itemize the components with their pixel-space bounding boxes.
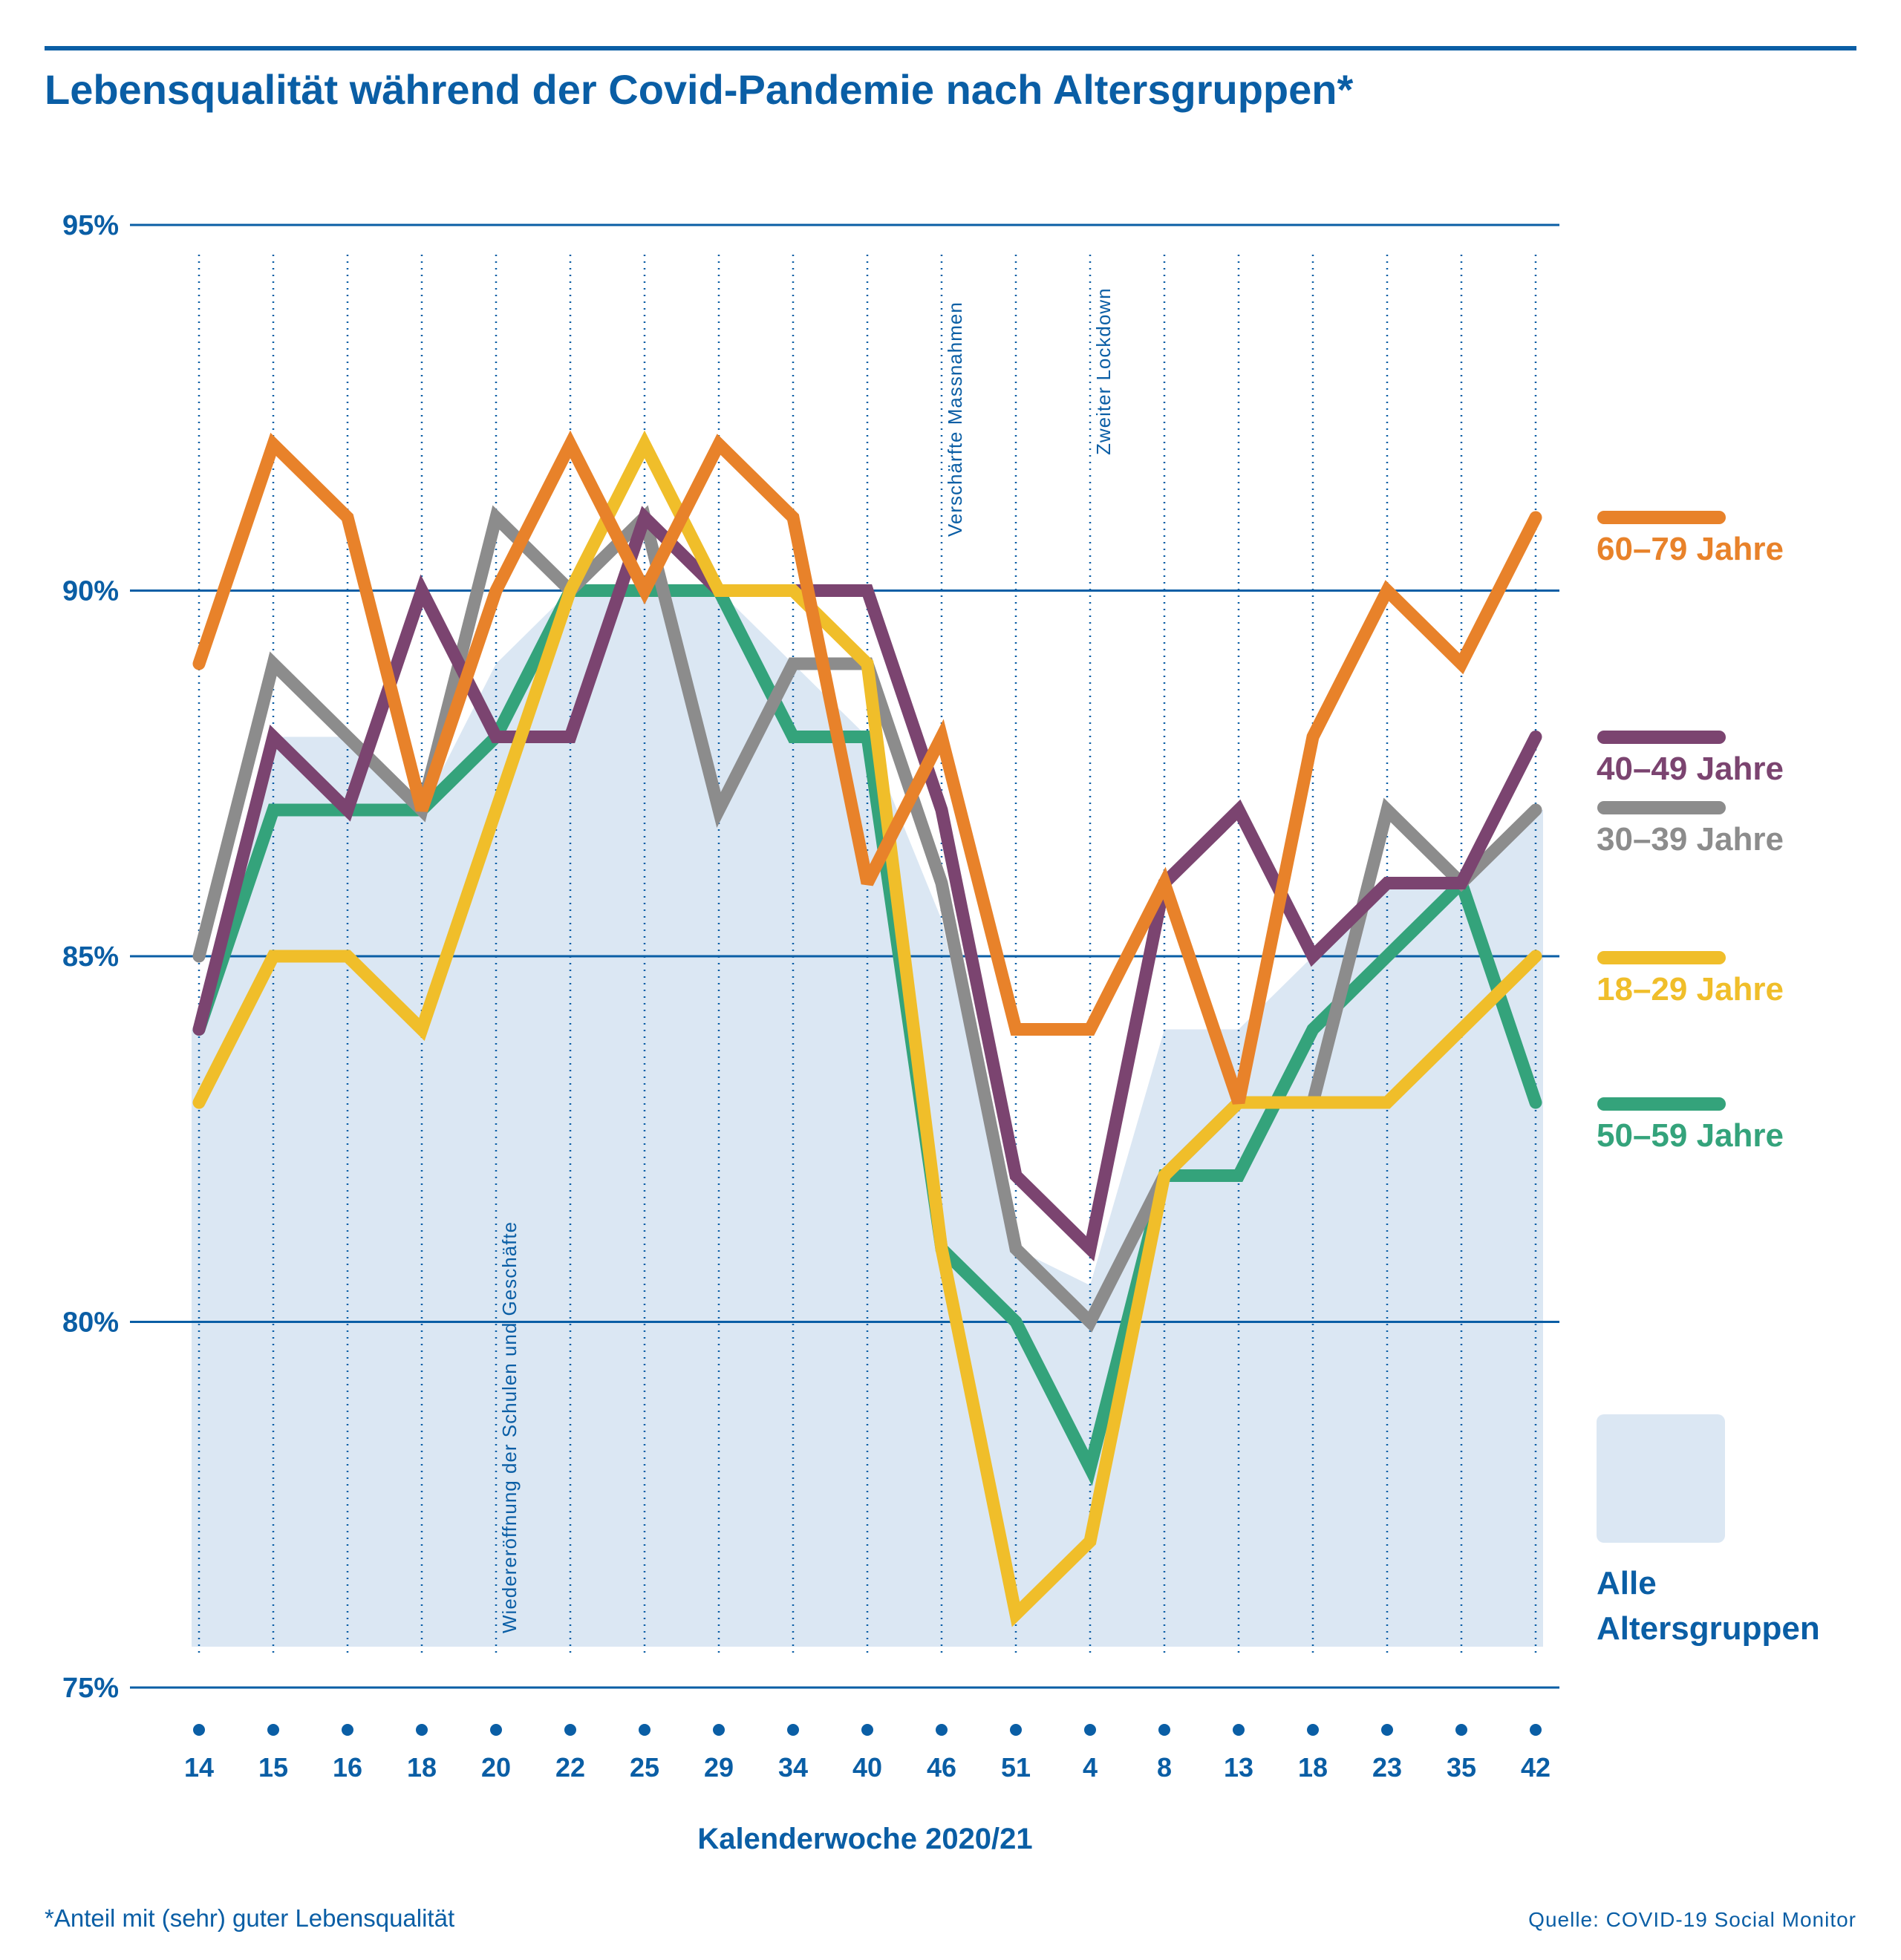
x-tick-dot (1307, 1724, 1319, 1736)
x-tick-label: 18 (1298, 1752, 1328, 1783)
legend: 60–79 Jahre 40–49 Jahre 30–39 Jahre 18–29 J… (1597, 511, 1820, 1647)
x-tick-dot (1158, 1724, 1170, 1736)
x-tick-label: 40 (852, 1752, 882, 1783)
annotation-label: Wiedereröffnung der Schulen und Geschäft… (498, 1221, 521, 1633)
x-tick-label: 4 (1083, 1752, 1098, 1783)
legend-area-swatch (1597, 1414, 1725, 1543)
x-tick-label: 46 (927, 1752, 956, 1783)
x-tick-label: 34 (778, 1752, 808, 1783)
x-tick-dot (639, 1724, 650, 1736)
x-tick-dot (267, 1724, 279, 1736)
x-tick-label: 22 (555, 1752, 585, 1783)
annotation-label: Verschärfte Massnahmen (944, 301, 966, 537)
y-tick-label: 90% (62, 576, 119, 607)
area-layer (192, 590, 1543, 1647)
x-tick-dot (193, 1724, 205, 1736)
x-tick-dot (564, 1724, 576, 1736)
y-tick-label: 95% (62, 210, 119, 241)
x-tick-dot (1381, 1724, 1393, 1736)
x-tick-label: 51 (1001, 1752, 1031, 1783)
legend-label: 60–79 Jahre (1597, 531, 1784, 567)
x-tick-label: 15 (258, 1752, 288, 1783)
area-alle-altersgruppen (192, 590, 1543, 1647)
x-tick-label: 8 (1157, 1752, 1172, 1783)
legend-label: 40–49 Jahre (1597, 751, 1784, 787)
x-tick-labels: 14 15 16 18 20 22 25 29 34 40 46 51 4 8 13 18 23 35 42 (184, 1724, 1551, 1783)
legend-label: 18–29 Jahre (1597, 971, 1784, 1007)
legend-label: 30–39 Jahre (1597, 821, 1784, 858)
x-tick-dot (1084, 1724, 1096, 1736)
x-tick-dot (490, 1724, 502, 1736)
y-tick-label: 80% (62, 1307, 119, 1339)
series-line (192, 430, 1542, 1105)
annotation-label: Zweiter Lockdown (1092, 287, 1115, 455)
legend-area-label-line2: Altersgruppen (1597, 1610, 1820, 1647)
x-tick-dot (416, 1724, 428, 1736)
x-tick-dot (787, 1724, 799, 1736)
x-tick-dot (1455, 1724, 1467, 1736)
x-tick-label: 13 (1224, 1752, 1253, 1783)
x-tick-label: 16 (333, 1752, 362, 1783)
legend-label: 50–59 Jahre (1597, 1117, 1784, 1154)
x-tick-dot (861, 1724, 873, 1736)
y-tick-labels: 75% 80% 85% 90% 95% (62, 210, 119, 1704)
y-tick-label: 85% (62, 941, 119, 973)
x-tick-label: 25 (630, 1752, 659, 1783)
x-tick-label: 35 (1447, 1752, 1476, 1783)
chart-title: Lebensqualität während der Covid-Pandemi… (45, 66, 1353, 113)
legend-area-label-line1: Alle (1597, 1565, 1657, 1601)
series-line (192, 430, 1542, 1627)
x-tick-dot (1010, 1724, 1022, 1736)
x-tick-dot (936, 1724, 948, 1736)
x-tick-label: 14 (184, 1752, 214, 1783)
x-tick-dot (1530, 1724, 1542, 1736)
x-tick-dot (713, 1724, 725, 1736)
x-tick-label: 20 (481, 1752, 511, 1783)
annotations: Wiedereröffnung der Schulen und Geschäft… (498, 287, 1115, 1633)
series-layer (192, 430, 1542, 1627)
x-tick-label: 23 (1372, 1752, 1402, 1783)
footnote: *Anteil mit (sehr) guter Lebensqualität (45, 1904, 454, 1932)
source-note: Quelle: COVID-19 Social Monitor (1528, 1908, 1856, 1931)
x-axis-label: Kalenderwoche 2020/21 (697, 1823, 1032, 1855)
x-tick-label: 18 (407, 1752, 437, 1783)
x-tick-dot (1233, 1724, 1245, 1736)
x-tick-dot (342, 1724, 353, 1736)
x-tick-label: 29 (704, 1752, 734, 1783)
y-tick-label: 75% (62, 1673, 119, 1704)
x-tick-label: 42 (1521, 1752, 1551, 1783)
series-line (192, 506, 1542, 1262)
